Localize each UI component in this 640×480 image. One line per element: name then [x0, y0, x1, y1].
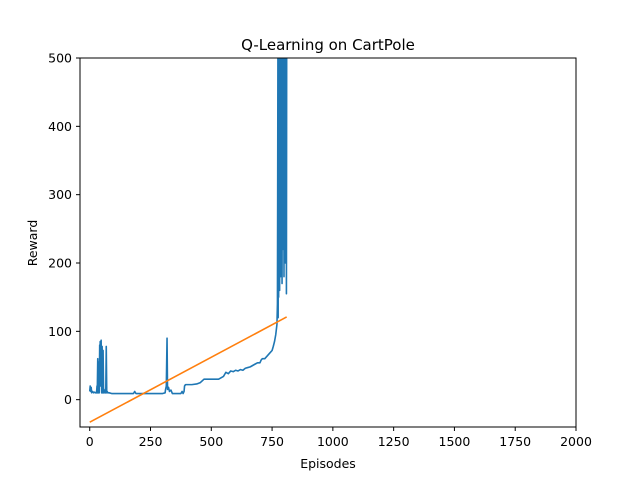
y-tick-label: 0: [64, 392, 72, 407]
y-tick-label: 500: [48, 51, 72, 66]
x-axis: 0 250 500 750 1000 1250 1500 1750 2000: [86, 427, 592, 449]
x-tick-label: 0: [86, 434, 94, 449]
y-tick-label: 100: [48, 324, 72, 339]
y-axis: 0 100 200 300 400 500: [48, 51, 80, 407]
x-tick-label: 1250: [378, 434, 410, 449]
x-tick-label: 1750: [499, 434, 531, 449]
x-tick-label: 1500: [439, 434, 471, 449]
y-tick-label: 300: [48, 187, 72, 202]
axes-frame: [79, 57, 577, 428]
x-tick-label: 2000: [560, 434, 592, 449]
x-axis-label: Episodes: [300, 456, 356, 471]
y-axis-label: Reward: [25, 220, 40, 267]
x-tick-label: 250: [139, 434, 163, 449]
plot-area: [88, 58, 288, 423]
y-tick-label: 400: [48, 119, 72, 134]
y-tick-label: 200: [48, 256, 72, 271]
chart-title: Q-Learning on CartPole: [241, 36, 415, 54]
x-tick-label: 500: [199, 434, 223, 449]
series-line-1: [88, 58, 288, 395]
x-tick-label: 750: [260, 434, 284, 449]
series-line-2: [89, 316, 288, 423]
x-tick-label: 1000: [317, 434, 349, 449]
